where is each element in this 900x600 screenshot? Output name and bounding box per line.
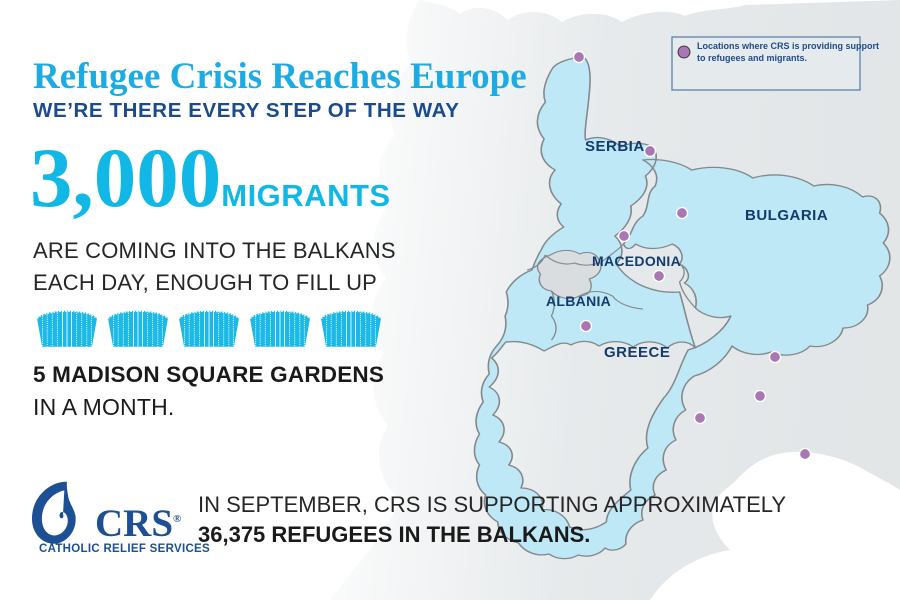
svg-text:SERBIA: SERBIA (585, 138, 645, 155)
svg-text:MACEDONIA: MACEDONIA (592, 253, 681, 269)
svg-text:BULGARIA: BULGARIA (745, 207, 828, 224)
svg-text:ALBANIA: ALBANIA (546, 293, 611, 309)
svg-text:GREECE: GREECE (604, 344, 670, 361)
svg-text:Locations where CRS is providi: Locations where CRS is providing support (697, 41, 879, 51)
svg-text:to refugees and migrants.: to refugees and migrants. (697, 53, 807, 63)
